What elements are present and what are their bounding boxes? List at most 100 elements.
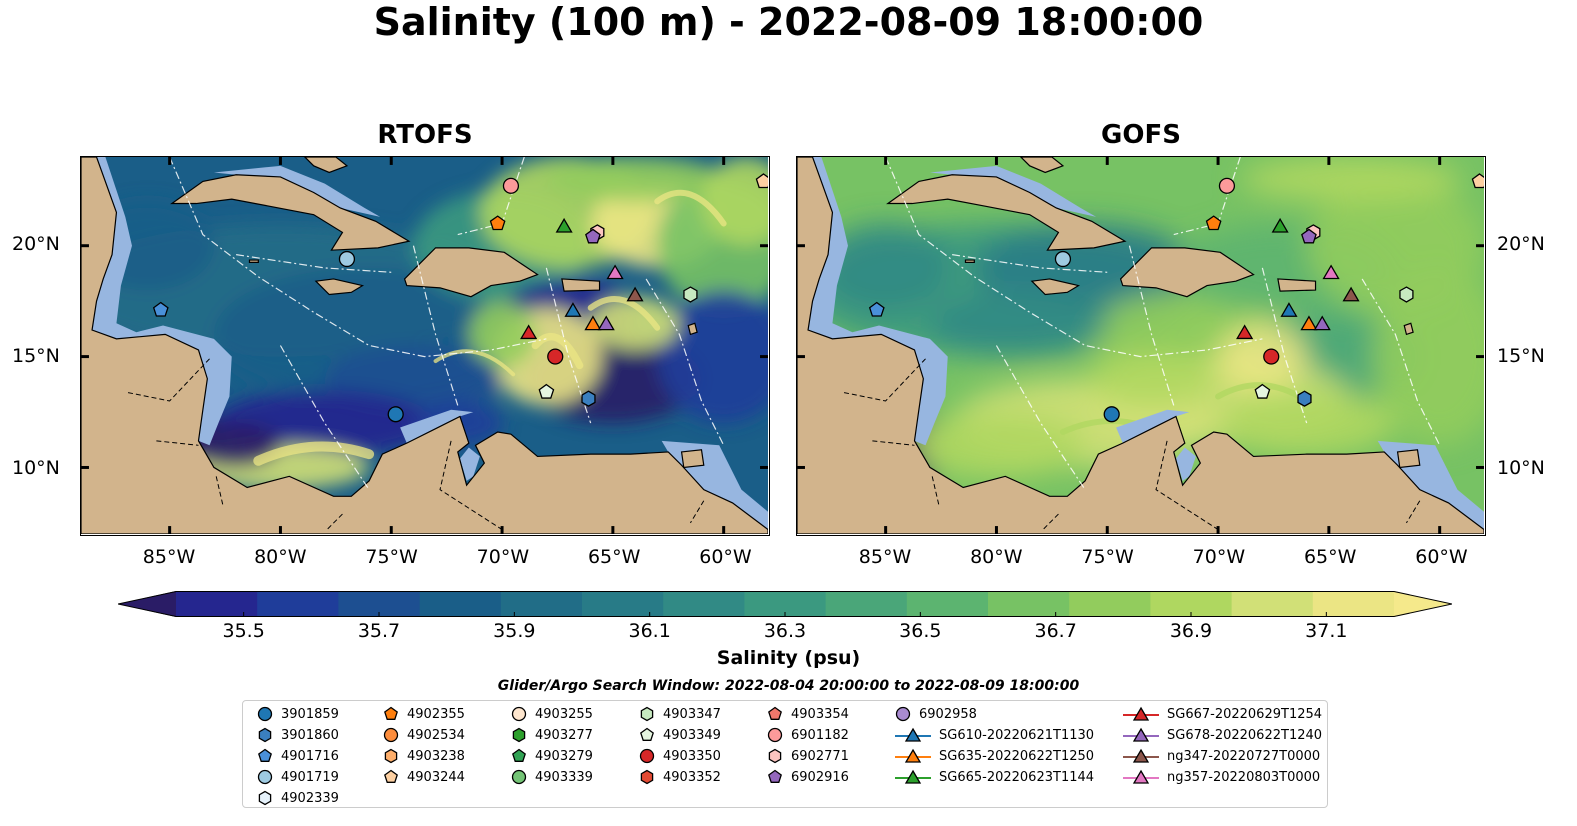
- colorbar-tick-label: 37.1: [1305, 620, 1348, 642]
- colorbar-extend-max: [1394, 591, 1452, 617]
- lon-tick-label: 65°W: [587, 546, 641, 568]
- colorbar-tick-label: 35.5: [222, 620, 265, 642]
- colorbar-tick-label: 36.7: [1034, 620, 1077, 642]
- legend-label: 4902534: [407, 727, 465, 743]
- hexagon-marker: [512, 727, 526, 743]
- legend-label: ng357-20220803T0000: [1167, 769, 1321, 785]
- legend-label: 4902339: [281, 790, 339, 806]
- legend-item: 4903350: [639, 746, 721, 766]
- pentagon-marker: [538, 383, 555, 399]
- legend-label: SG635-20220622T1250: [939, 748, 1095, 764]
- legend-swatch: [511, 769, 527, 785]
- legend-item: 4902534: [383, 725, 465, 745]
- legend-swatch: [640, 727, 654, 741]
- pentagon-marker: [868, 301, 885, 317]
- colorbar-segment: [1069, 591, 1151, 617]
- triangle-marker: [1280, 302, 1298, 317]
- colorbar: [118, 591, 1452, 617]
- legend-swatch: [895, 706, 911, 722]
- legend-swatch: [640, 706, 654, 722]
- lon-tick-label: 80°W: [970, 546, 1023, 568]
- circle-marker: [1263, 348, 1280, 365]
- triangle-marker: [597, 315, 615, 331]
- legend-label: 4903349: [663, 727, 721, 743]
- lat-tick-label: 20°N: [12, 233, 60, 256]
- legend-item: 4903244: [383, 767, 465, 787]
- colorbar-tick-label: 36.9: [1169, 620, 1213, 642]
- lon-tick-label: 60°W: [699, 546, 752, 568]
- colorbar-segment: [419, 591, 502, 617]
- lon-tick-label: 85°W: [858, 546, 912, 568]
- legend-label: 4903354: [791, 706, 849, 722]
- colorbar-segment: [988, 591, 1070, 617]
- triangle-marker: [1132, 706, 1150, 721]
- lon-tick-label: 60°W: [1415, 546, 1468, 568]
- legend-label: 4903277: [535, 727, 593, 743]
- circle-marker: [257, 769, 273, 785]
- legend-label: 4903339: [535, 769, 593, 785]
- legend-item: 6901182: [767, 725, 849, 745]
- legend-swatch: [1123, 727, 1159, 742]
- legend-swatch: [640, 769, 654, 785]
- triangle-marker: [1132, 727, 1150, 742]
- circle-marker: [1054, 250, 1072, 268]
- triangle-marker: [1236, 324, 1254, 340]
- pentagon-marker: [489, 215, 506, 231]
- colorbar-tick-label: 36.3: [763, 620, 807, 642]
- legend-label: SG665-20220623T1144: [939, 769, 1095, 785]
- triangle-marker: [1271, 217, 1289, 233]
- lon-tick-label: 70°W: [476, 546, 530, 568]
- triangle-marker: [564, 302, 582, 317]
- circle-marker: [338, 250, 356, 268]
- pentagon-marker: [768, 706, 782, 720]
- colorbar-segment: [582, 591, 664, 617]
- hexagon-marker: [1297, 390, 1312, 407]
- triangle-marker: [1342, 286, 1360, 302]
- legend-item: 4902339: [257, 788, 339, 808]
- pentagon-marker: [1254, 383, 1271, 399]
- legend-label: 4901719: [281, 769, 339, 785]
- legend-item: SG635-20220622T1250: [895, 746, 1094, 766]
- colorbar-extend-min: [118, 591, 176, 617]
- legend-label: 6901182: [791, 727, 849, 743]
- legend-item: 4901716: [257, 746, 339, 766]
- legend-swatch: [639, 748, 655, 764]
- legend-item: SG610-20220621T1130: [895, 725, 1094, 745]
- lon-tick-label: 80°W: [254, 546, 307, 568]
- legend-swatch: [383, 727, 399, 743]
- legend-swatch: [257, 706, 273, 722]
- triangle-marker: [904, 727, 922, 742]
- legend-swatch: [1123, 769, 1159, 784]
- lat-tick-label: 10°N: [1497, 456, 1545, 479]
- legend-swatch: [768, 769, 782, 783]
- map-panel-rtofs[interactable]: [80, 156, 770, 536]
- legend-label: 4903238: [407, 748, 465, 764]
- legend-item: 4903352: [639, 767, 721, 787]
- pentagon-marker: [768, 769, 782, 783]
- pentagon-marker: [384, 706, 398, 720]
- circle-marker: [257, 706, 273, 722]
- triangle-marker: [904, 748, 922, 763]
- legend-item: 4903255: [511, 704, 593, 724]
- legend-item: 4903277: [511, 725, 593, 745]
- map-panel-gofs[interactable]: [796, 156, 1486, 536]
- legend-item: 4903238: [383, 746, 465, 766]
- legend-item: 4903279: [511, 746, 593, 766]
- hexagon-marker: [258, 727, 272, 743]
- legend-label: ng347-20220727T0000: [1167, 748, 1321, 764]
- legend-swatch: [512, 748, 526, 762]
- legend-label: SG667-20220629T1254: [1167, 706, 1323, 722]
- colorbar-segment: [825, 591, 908, 617]
- legend-item: SG667-20220629T1254: [1123, 704, 1322, 724]
- hexagon-marker: [258, 790, 272, 806]
- triangle-marker: [1132, 769, 1150, 784]
- colorbar-segment: [663, 591, 745, 617]
- colorbar-tick-label: 35.9: [493, 620, 536, 642]
- colorbar-label: Salinity (psu): [716, 647, 861, 669]
- circle-marker: [639, 748, 655, 764]
- legend-item: 4903354: [767, 704, 849, 724]
- search-window-text: Glider/Argo Search Window: 2022-08-04 20…: [497, 678, 1080, 694]
- legend-item: SG665-20220623T1144: [895, 767, 1094, 787]
- legend-label: 4903244: [407, 769, 465, 785]
- triangle-marker: [1322, 264, 1340, 280]
